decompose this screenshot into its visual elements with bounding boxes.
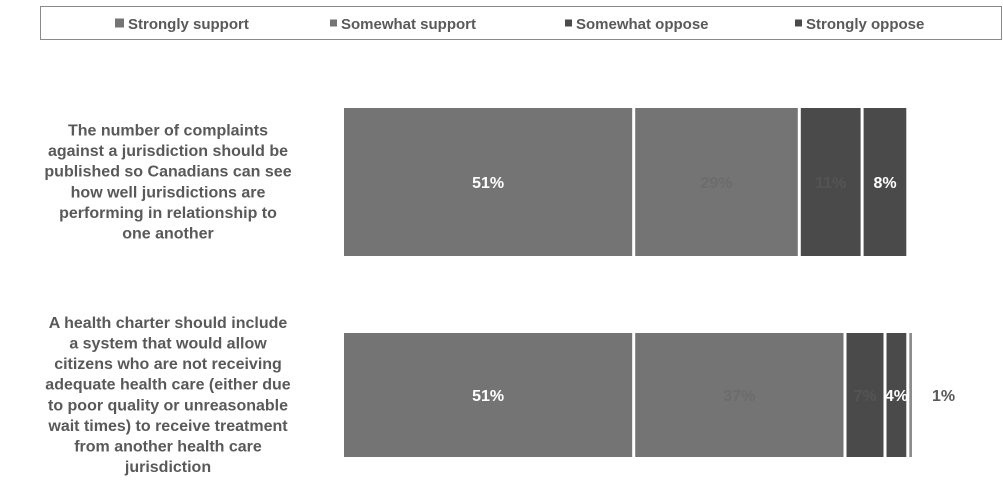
data-label-2-strongly-oppose: 4% — [885, 388, 908, 405]
category-label-1: The number of complaints against a jurisd… — [44, 123, 291, 243]
legend-swatch-strongly-support — [115, 18, 124, 28]
category-labels: The number of complaints against a jurisd… — [44, 123, 291, 477]
category-label-2: A health charter should include a system … — [45, 315, 291, 476]
bar-1-somewhat-support — [635, 108, 798, 256]
bar-1-strongly-oppose — [863, 108, 907, 256]
legend-swatch-strongly-oppose — [795, 19, 802, 27]
data-label-2-somewhat-oppose: 7% — [853, 388, 876, 405]
bar-2-strongly-oppose — [886, 333, 907, 457]
data-label-2-strongly-support: 51% — [472, 388, 504, 405]
data-label-2-other: 1% — [932, 388, 955, 405]
bar-2-other — [909, 333, 912, 457]
bar-1-somewhat-oppose — [800, 108, 861, 256]
data-label-1-strongly-oppose: 8% — [873, 175, 896, 192]
legend-swatch-somewhat-support — [330, 19, 337, 27]
data-label-1-strongly-support: 51% — [472, 175, 504, 192]
bars — [344, 108, 912, 457]
data-label-1-somewhat-support: 29% — [700, 175, 732, 192]
legend-label-strongly-oppose: Strongly oppose — [806, 16, 924, 33]
data-labels: 51% 29% 11% 8% 51% 37% 7% 4% 1% — [472, 175, 955, 405]
legend-label-somewhat-oppose: Somewhat oppose — [576, 16, 709, 33]
bar-2-somewhat-oppose — [846, 333, 884, 457]
bar-2-somewhat-support — [635, 333, 844, 457]
data-label-2-somewhat-support: 37% — [723, 388, 755, 405]
bar-1-strongly-support — [344, 108, 633, 256]
data-label-1-somewhat-oppose: 11% — [815, 175, 846, 192]
legend-swatch-somewhat-oppose — [565, 19, 572, 27]
bar-2-strongly-support — [344, 333, 633, 457]
legend-label-somewhat-support: Somewhat support — [341, 16, 476, 33]
legend: Strongly support Somewhat support Somewhat… — [40, 6, 1002, 40]
legend-label-strongly-support: Strongly support — [128, 16, 249, 33]
legend-frame — [40, 6, 1002, 40]
